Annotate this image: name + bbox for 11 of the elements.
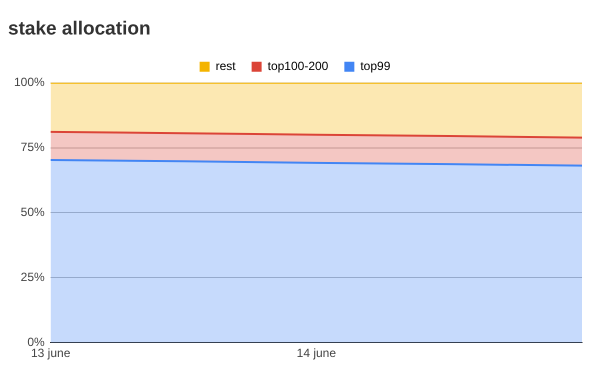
legend-label: rest [216,59,236,74]
y-tick-label: 50% [20,205,46,220]
y-tick-label: 0% [27,334,46,349]
y-tick-label: 75% [20,140,46,154]
y-tick-label: 25% [20,270,46,284]
legend-label: top100-200 [268,59,329,74]
chart-title: stake allocation [8,18,151,40]
x-tick-label: 14 june [296,346,336,360]
x-tick-label: 13 june [31,346,71,360]
legend-label: top99 [360,59,391,74]
y-tick-label: 100% [14,75,46,90]
